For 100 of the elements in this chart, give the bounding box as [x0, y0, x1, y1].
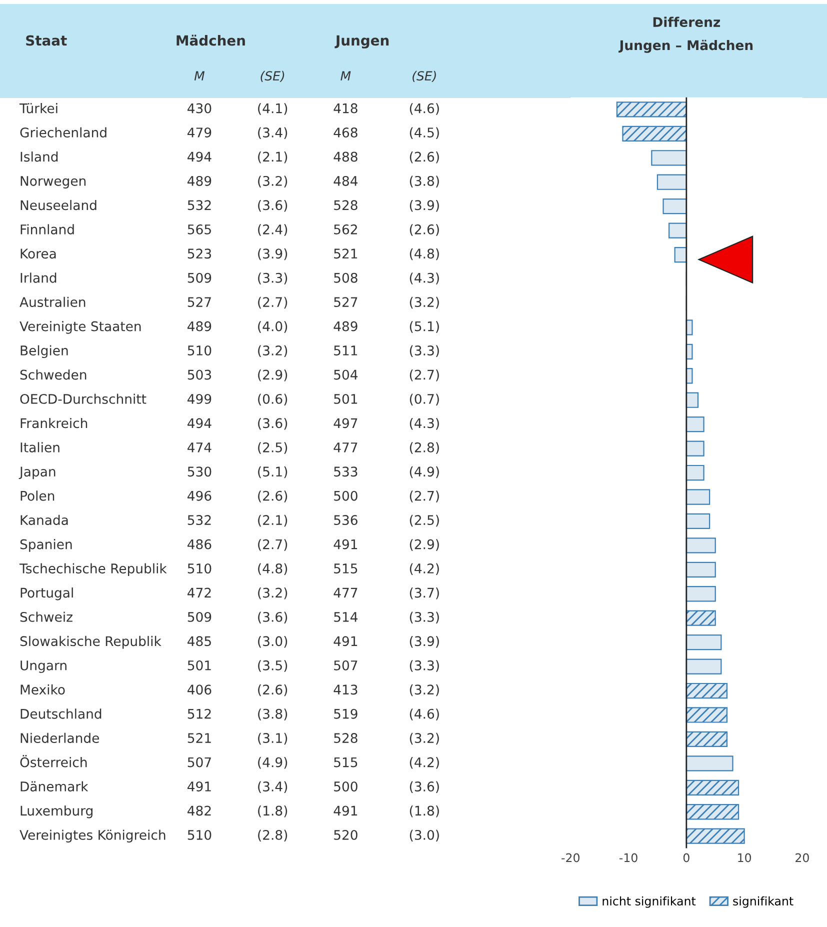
data-label: (0.7) [410, 394, 439, 406]
data-label: 528 [334, 733, 358, 744]
data-label: 486 [188, 539, 212, 550]
data-label: (4.1) [258, 103, 288, 115]
data-label: 528 [334, 200, 358, 210]
data-label: 503 [188, 370, 212, 380]
data-label: 494 [188, 152, 212, 162]
data-label: 406 [188, 684, 212, 695]
data-label: 514 [334, 612, 358, 622]
category-label: Japan [18, 466, 56, 480]
text: Jungen [334, 35, 389, 48]
bar [668, 222, 687, 238]
data-label: 523 [188, 248, 212, 259]
data-label: (3.9) [410, 200, 439, 212]
data-label: 496 [188, 490, 212, 501]
bar [686, 586, 716, 602]
data-label: (2.7) [258, 296, 288, 309]
data-label: (4.9) [258, 757, 288, 769]
data-label: 488 [334, 152, 358, 162]
data-label: (3.9) [258, 248, 288, 260]
data-label: 565 [188, 224, 211, 234]
category-label: Norwegen [20, 176, 86, 188]
data-label: 509 [188, 612, 212, 622]
bar [651, 150, 687, 166]
data-label: (2.6) [410, 224, 439, 236]
text: M [194, 71, 205, 80]
category-label: Portugal [20, 587, 73, 600]
data-label: 515 [334, 564, 358, 574]
category-label: Slowakische Republik [20, 636, 162, 649]
data-label: 491 [334, 636, 358, 646]
data-label: (3.2) [258, 588, 288, 600]
data-label: (5.1) [410, 321, 439, 333]
text: M [340, 71, 351, 80]
data-label: 515 [334, 757, 358, 768]
x-tick-label: -20 [562, 853, 580, 862]
data-label: 510 [188, 564, 212, 574]
data-label: 501 [188, 660, 211, 670]
category-label: Island [20, 152, 58, 162]
data-label: 491 [188, 782, 211, 792]
category-label: Australien [20, 296, 86, 308]
data-label: (2.8) [258, 830, 288, 842]
data-label: (3.0) [258, 636, 288, 648]
data-label: (3.6) [258, 612, 288, 624]
category-label: Deutschland [20, 708, 102, 719]
data-label: 512 [188, 708, 211, 719]
text: Staat [26, 35, 67, 46]
category-label: Spanien [20, 539, 72, 552]
category-label: Belgien [20, 345, 68, 358]
data-label: (4.0) [258, 321, 288, 333]
chart-subtitle: Jungen – Mädchen [618, 40, 753, 53]
data-label: 562 [334, 224, 357, 234]
x-tick-label: 0 [683, 853, 690, 862]
bar [616, 102, 687, 118]
bar [686, 562, 716, 578]
category-label: Niederlande [20, 732, 99, 744]
data-label: (2.8) [410, 442, 439, 454]
data-label: 468 [334, 128, 358, 138]
data-label: 507 [188, 757, 211, 768]
data-label: (5.1) [258, 466, 288, 478]
data-label: 500 [334, 490, 358, 501]
data-label: (2.6) [258, 490, 288, 502]
data-label: 511 [334, 346, 358, 356]
bar [686, 828, 745, 844]
bar [686, 707, 728, 723]
data-label: (4.5) [410, 127, 439, 140]
category-label: Ungarn [20, 660, 66, 673]
data-label: (2.1) [258, 152, 288, 164]
data-label: (3.6) [258, 418, 288, 430]
data-label: (3.6) [410, 781, 439, 794]
data-label: 474 [188, 442, 212, 452]
data-label: (3.8) [258, 708, 288, 720]
category-label: Italien [20, 442, 60, 452]
data-label: 489 [188, 321, 212, 332]
category-label: Luxemburg [20, 805, 92, 818]
data-label: 497 [334, 418, 358, 428]
data-label: (3.2) [410, 684, 439, 696]
data-label: (1.8) [410, 806, 439, 818]
data-label: 500 [334, 782, 358, 792]
data-label: (4.6) [410, 708, 439, 720]
bar [686, 513, 710, 530]
bar [662, 198, 687, 214]
data-label: 501 [334, 394, 358, 404]
x-tick-label: -10 [619, 853, 638, 862]
data-label: 509 [188, 272, 212, 283]
data-label: (2.9) [258, 370, 288, 382]
data-label: 491 [334, 539, 358, 550]
data-label: (3.7) [410, 588, 439, 600]
bar [656, 174, 687, 190]
data-label: 521 [188, 733, 211, 744]
category-label: Neuseeland [20, 200, 96, 210]
data-label: 536 [334, 515, 358, 526]
bar [686, 416, 704, 432]
data-label: 533 [334, 466, 358, 477]
data-label: 477 [334, 588, 358, 598]
data-label: (2.6) [410, 152, 439, 164]
bar [686, 756, 734, 772]
data-label: (3.3) [258, 272, 288, 284]
category-label: Schweden [20, 370, 86, 380]
data-label: (3.2) [258, 345, 288, 358]
data-label: (3.8) [410, 176, 439, 188]
